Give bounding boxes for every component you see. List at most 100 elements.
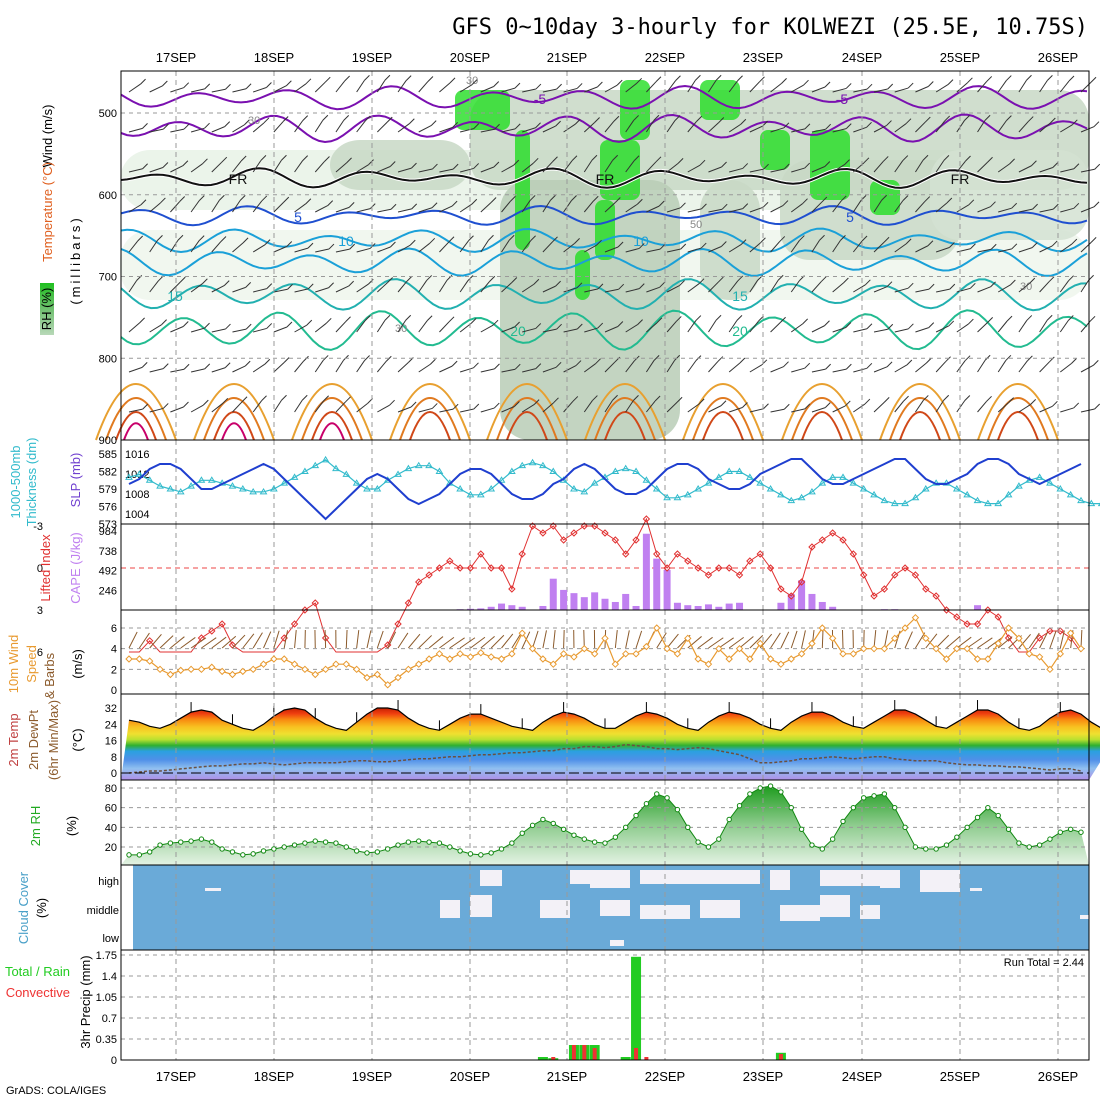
li-tick-label: -3 — [33, 521, 43, 533]
wind10m-barb — [138, 632, 150, 649]
warm-loop — [319, 422, 345, 441]
wind-barb — [935, 247, 950, 253]
cape-bar — [601, 598, 609, 610]
slp-tick-label: 1004 — [125, 509, 149, 521]
wind10m-barb — [1039, 631, 1049, 649]
rh-point — [167, 840, 174, 846]
warm-loop — [702, 411, 744, 441]
wind-barb-flag — [845, 322, 852, 328]
temp2m-axis-title-3: (6hr Min/Max) — [46, 700, 61, 780]
rh-point — [436, 840, 443, 846]
wind-barb — [873, 402, 885, 413]
wind-barb — [625, 400, 634, 413]
wind-barb — [211, 328, 226, 333]
cape-bar — [580, 597, 588, 610]
rh-high-shade — [595, 200, 615, 260]
rh-tick-label: 20 — [105, 842, 117, 854]
rh-point — [1057, 829, 1064, 835]
wind-speed-point — [642, 642, 651, 651]
wind-barb-flag — [328, 282, 334, 289]
wind10m-barb — [873, 630, 877, 649]
cape-bar — [818, 601, 826, 610]
wind-barb — [439, 279, 448, 293]
wind-barb-flag — [886, 120, 892, 126]
wind-barb-flag — [763, 403, 769, 410]
wind-barb — [728, 80, 738, 93]
thickness-point — [238, 485, 247, 492]
isotherm — [120, 84, 1088, 111]
wind-barb — [728, 320, 738, 333]
wind-barb — [170, 281, 181, 293]
wind-barb-flag — [964, 114, 970, 121]
wind-speed-point — [487, 653, 495, 661]
wind-barb-flag — [430, 358, 436, 365]
wind-barb-flag — [532, 157, 539, 164]
wind-barb — [190, 404, 204, 413]
wind10m-axis-title-1: 10m Wind — [6, 635, 21, 694]
wind-barb — [480, 128, 495, 133]
date-label-top: 23SEP — [743, 50, 783, 65]
wind-barb — [294, 400, 303, 413]
dewpoint-line — [128, 743, 1082, 774]
thickness-point — [1077, 496, 1085, 504]
li-point — [684, 557, 692, 565]
wind-barb-flag — [845, 123, 852, 129]
wind-barb-flag — [781, 77, 787, 84]
precip-convective-bar — [571, 1045, 576, 1060]
wind-barb — [460, 128, 474, 133]
wind-barb-flag — [717, 356, 724, 362]
cloud-clear-cell — [860, 905, 880, 919]
thickness-point — [456, 485, 465, 492]
wind-barb — [708, 405, 722, 413]
wind-barb-flag — [1093, 121, 1100, 128]
wind-barb — [252, 122, 265, 133]
wind-barb-flag — [948, 320, 955, 327]
wind-barb-flag — [638, 283, 645, 289]
wind-barb-flag — [613, 115, 620, 122]
wind-barb — [832, 282, 844, 293]
wind-barb-flag — [224, 362, 231, 369]
cloud-clear-cell — [1080, 915, 1090, 919]
warm-loop — [311, 411, 353, 441]
wind-speed-point — [1004, 624, 1013, 632]
thickness-point — [1015, 482, 1023, 489]
rh-point — [519, 830, 525, 836]
precip-total-bar — [631, 956, 642, 1060]
rh-point — [871, 793, 877, 799]
wind-barb-flag — [984, 114, 991, 121]
rh-point — [395, 842, 401, 848]
warm-loop — [987, 397, 1049, 441]
wind-barb-flag — [555, 120, 561, 127]
thickness-point — [394, 470, 402, 477]
wind-speed-point — [973, 655, 982, 663]
wind-speed-point — [404, 665, 413, 674]
wind10m-barb — [987, 637, 1003, 649]
wind-barb-flag — [182, 321, 189, 327]
wind-barb — [666, 401, 678, 413]
li-point — [901, 564, 909, 572]
wind-tick-label: 2 — [111, 664, 117, 676]
pressure-tick-label: 700 — [99, 272, 117, 284]
wind-barb-flag — [511, 277, 518, 283]
temp-area — [121, 708, 1100, 780]
wind-barb-flag — [964, 355, 971, 362]
run-total-label: Run Total = 2.44 — [1004, 957, 1084, 969]
wind-barb-flag — [1008, 397, 1014, 404]
thickness-point — [1066, 490, 1075, 498]
rh-point — [716, 836, 722, 842]
cape-bar — [684, 605, 692, 610]
wind-barb-flag — [508, 234, 515, 241]
rh-point — [654, 791, 660, 797]
thickness-point — [963, 490, 972, 498]
wind-speed-point — [590, 650, 599, 658]
wind-barb-flag — [348, 202, 355, 208]
wind-barb — [832, 128, 847, 133]
wind-speed-point — [953, 644, 961, 653]
wind-barb-flag — [804, 362, 811, 369]
wind-barb — [873, 328, 888, 333]
wind-barb — [604, 160, 614, 173]
wind-barb-flag — [633, 395, 639, 401]
slp-axis-title: SLP (mb) — [68, 453, 83, 508]
wind-barb — [315, 248, 330, 253]
wind-barb — [811, 86, 826, 93]
